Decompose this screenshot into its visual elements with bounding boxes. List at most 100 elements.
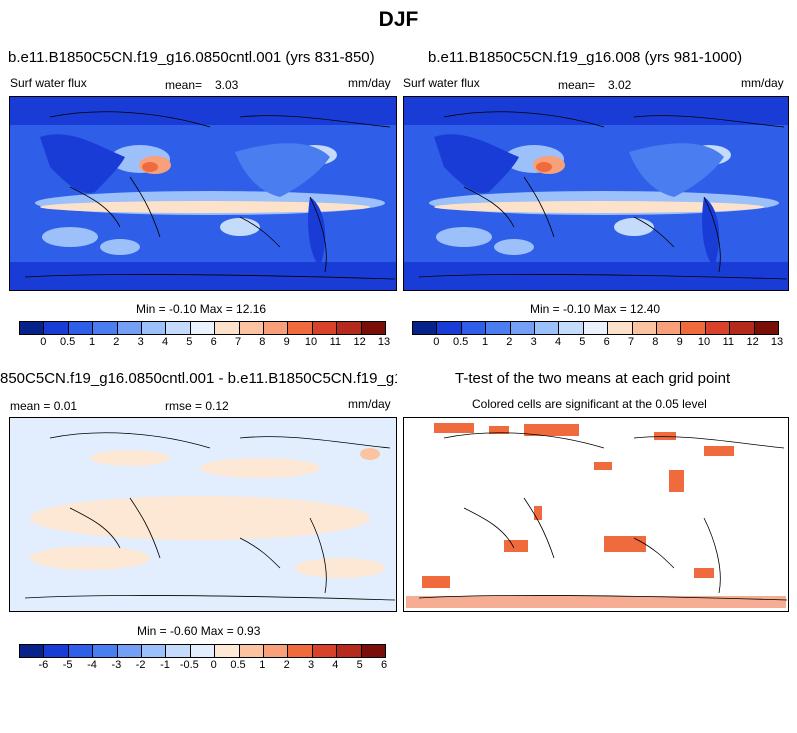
colorbar-segment [239,322,265,334]
colorbar-segment [312,322,338,334]
colorbar-tick-label: 7 [234,336,242,348]
colorbar-segment [312,645,338,657]
panel-tr-minmax: Min = -0.10 Max = 12.40 [530,302,661,316]
colorbar-tick-label: 1 [259,659,266,671]
colorbar-tick-label: -2 [135,659,146,671]
colorbar-tick-label: 8 [259,336,266,348]
panel-br-subtitle: Colored cells are significant at the 0.0… [472,397,707,411]
colorbar-tick-label: 2 [283,659,290,671]
colorbar-tick-label: 2 [113,336,120,348]
colorbar-segment [68,645,94,657]
panel-tl-minmax: Min = -0.10 Max = 12.16 [136,302,267,316]
colorbar-segment [361,322,386,334]
panel-br-title: T-test of the two means at each grid poi… [455,370,731,387]
colorbar-tick-label: -4 [87,659,97,671]
colorbar-tick-label: -3 [111,659,122,671]
colorbar-segment [583,322,609,334]
colorbar-tick-label: 13 [770,336,784,348]
colorbar-tick-label: -0.5 [179,659,199,671]
colorbar-segment [44,645,69,657]
colorbar-segment [361,645,386,657]
colorbar-tick-label: 4 [332,659,339,671]
colorbar-tick-label: 4 [554,336,562,348]
map-br [403,417,789,612]
panel-tl-title: b.e11.B1850C5CN.f19_g16.0850cntl.001 (yr… [8,49,375,66]
colorbar-segment [215,645,240,657]
colorbar-segment [93,645,118,657]
colorbar-segment [20,322,45,334]
colorbar-segment [510,322,536,334]
colorbar-tick-label: 0 [210,659,217,671]
colorbar-tick-label: -6 [38,659,49,671]
colorbar-segment [142,322,167,334]
colorbar-segment [117,322,143,334]
colorbar-tick-label: 1 [88,336,96,348]
colorbar-segment [337,645,362,657]
colorbar-segment [632,322,658,334]
map-bl [9,417,397,612]
colorbar-segment [608,322,633,334]
main-title: DJF [378,8,419,31]
colorbar-tick-label: 6 [603,336,610,348]
colorbar-tick-label: 5 [186,336,193,348]
colorbar-segment [166,645,191,657]
colorbar-tick-label: 9 [283,336,290,348]
colorbar-tick-label: 13 [377,336,391,348]
colorbar-tr-labels: 0 0.5 1 2 3 4 5 6 7 8 9 10 11 12 13 [412,336,783,350]
colorbar-segment [264,322,289,334]
panel-tl-mean-label: mean= [165,78,203,92]
colorbar-segment [190,322,216,334]
colorbar-segment [559,322,584,334]
panel-bl-units: mm/day [348,397,391,411]
colorbar-segment [754,322,779,334]
panel-bl-minmax: Min = -0.60 Max = 0.93 [137,624,261,638]
colorbar-segment [166,322,191,334]
colorbar-tick-label: 11 [722,336,735,348]
panel-tr-mean-label: mean= [558,78,596,92]
colorbar-tick-label: 0.5 [230,659,246,671]
colorbar-segment [264,645,289,657]
colorbar-tick-label: 12 [353,336,366,348]
colorbar-segment [239,645,265,657]
colorbar-segment [93,322,118,334]
colorbar-tick-label: 0 [40,336,47,348]
colorbar-tick-label: 0.5 [60,336,76,348]
colorbar-segment [190,645,216,657]
panel-tr-units: mm/day [741,76,784,90]
panel-bl-mean: mean = 0.01 [10,399,78,413]
colorbar-tick-label: 5 [356,659,363,671]
colorbar-tick-label: 3 [530,336,537,348]
map-tr [403,96,789,291]
colorbar-segment [44,322,69,334]
colorbar-tick-label: 10 [697,336,711,348]
colorbar-segment [486,322,511,334]
panel-tr-variable: Surf water flux [403,76,480,90]
colorbar-segment [142,645,167,657]
colorbar-tick-label: 10 [304,336,318,348]
colorbar-segment [288,645,313,657]
colorbar-segment [215,322,240,334]
colorbar-tick-label: 6 [210,336,217,348]
colorbar-tick-label: -5 [62,659,73,671]
colorbar-tr [412,321,779,335]
panel-bl-title: 850C5CN.f19_g16.0850cntl.001 - b.e11.B18… [0,370,397,387]
panel-bl-rmse: rmse = 0.12 [165,399,229,413]
colorbar-segment [437,322,462,334]
colorbar-bl [19,644,386,658]
colorbar-tick-label: 4 [161,336,169,348]
colorbar-tick-label: 2 [506,336,513,348]
colorbar-segment [68,322,94,334]
map-tl [9,96,397,291]
colorbar-tick-label: 0.5 [453,336,469,348]
colorbar-tick-label: 8 [652,336,659,348]
colorbar-segment [730,322,755,334]
colorbar-segment [461,322,487,334]
colorbar-tick-label: 12 [746,336,759,348]
colorbar-tick-label: 3 [137,336,144,348]
colorbar-segment [681,322,706,334]
colorbar-segment [535,322,560,334]
colorbar-tick-label: 6 [380,659,388,671]
colorbar-segment [117,645,143,657]
panel-tr-title: b.e11.B1850C5CN.f19_g16.008 (yrs 981-100… [428,49,743,66]
colorbar-segment [657,322,682,334]
